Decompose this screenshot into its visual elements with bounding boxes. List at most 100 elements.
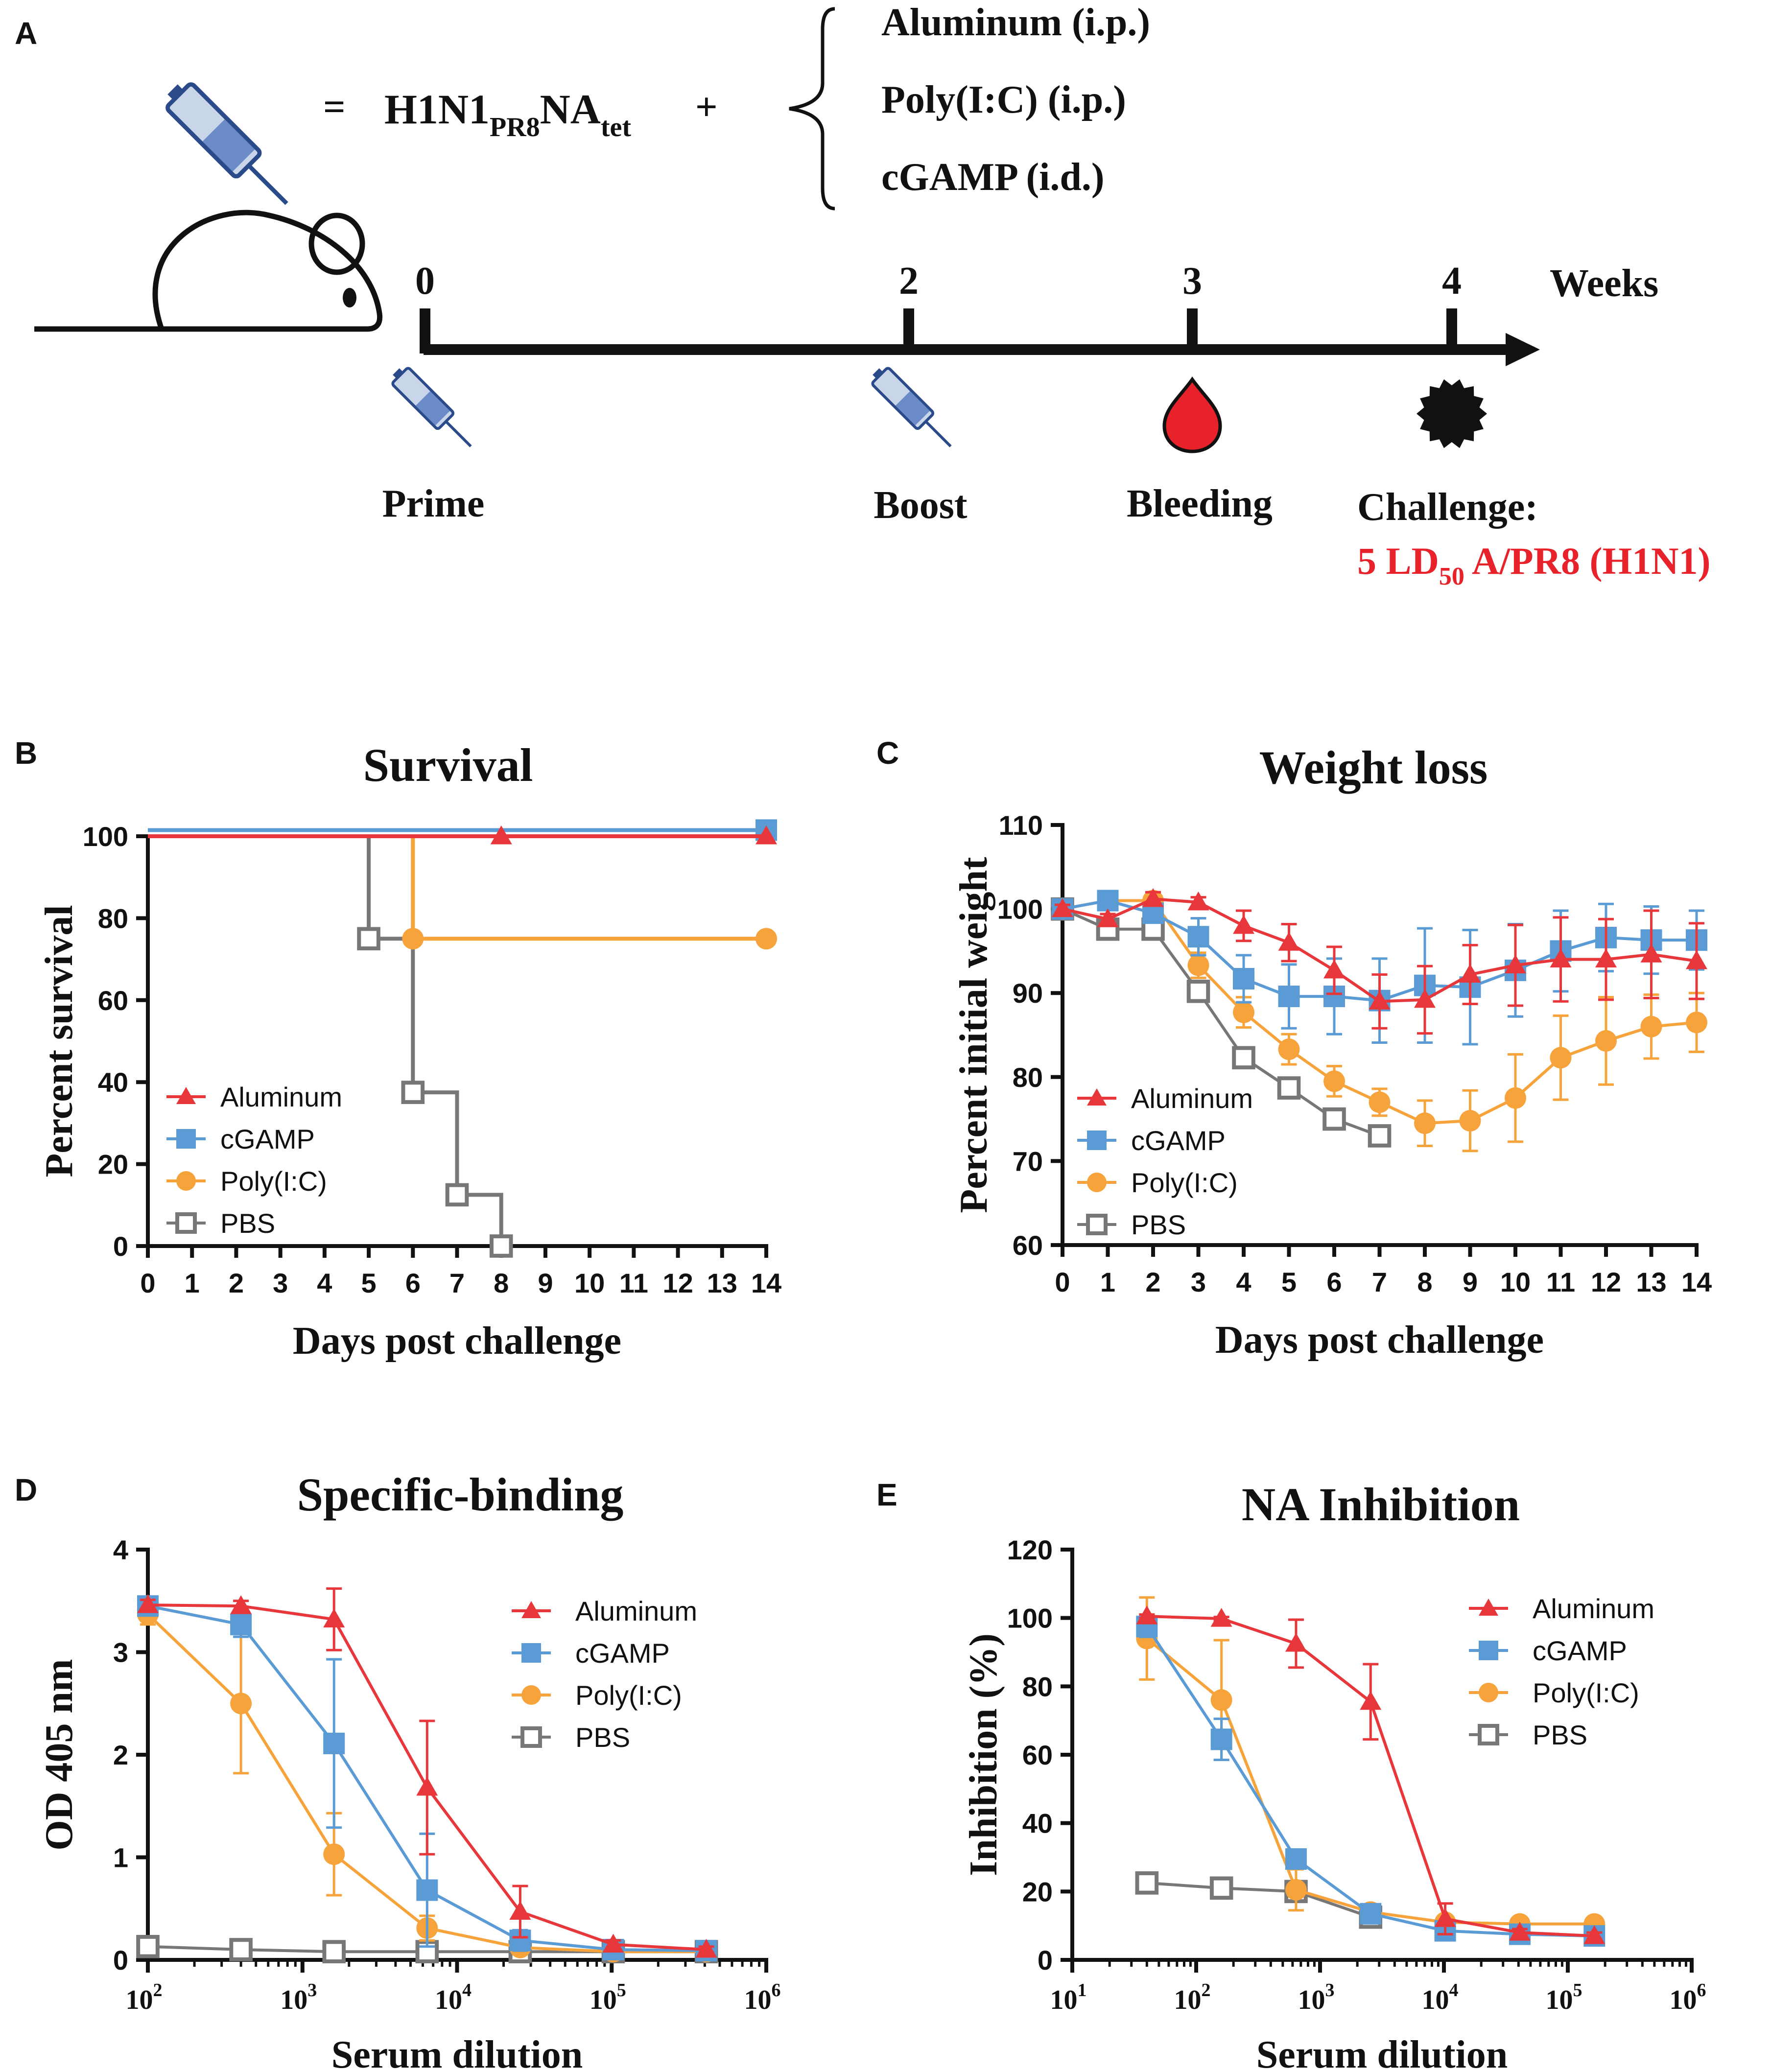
data-point <box>1285 1848 1307 1870</box>
panel-letter-e: E <box>876 1477 897 1512</box>
x-axis-label: Serum dilution <box>331 2033 583 2072</box>
data-point <box>1186 979 1210 1003</box>
series-aluminum <box>137 1587 717 1958</box>
data-point <box>1097 890 1119 912</box>
legend-marker <box>1087 1173 1107 1192</box>
data-point <box>402 928 424 950</box>
x-tick-label: 103 <box>1298 1980 1335 2015</box>
syringe-icon <box>166 83 287 204</box>
x-tick-label: 11 <box>1546 1267 1575 1297</box>
tick-base: 10 <box>126 1985 153 2015</box>
data-point <box>1278 986 1300 1008</box>
legend-marker <box>1087 1130 1107 1150</box>
data-point <box>1640 1015 1662 1037</box>
legend-label: Poly(I:C) <box>1131 1167 1238 1198</box>
legend-label: Poly(I:C) <box>575 1680 682 1711</box>
blood-drop-icon <box>1162 376 1222 453</box>
challenge-colon: : <box>1525 486 1538 529</box>
x-tick-label: 9 <box>538 1268 553 1298</box>
data-point <box>1097 908 1119 927</box>
equals-sign: = <box>323 86 346 129</box>
y-tick-label: 120 <box>1007 1534 1053 1565</box>
tick-exponent: 4 <box>1449 1980 1459 2001</box>
x-tick-label: 12 <box>1591 1267 1621 1297</box>
tick-exponent: 4 <box>462 1980 472 2001</box>
y-tick-label: 0 <box>113 1945 128 1976</box>
legend-marker <box>521 1685 541 1705</box>
data-point <box>1686 950 1707 969</box>
data-point <box>322 1940 346 1964</box>
chart-title: Survival <box>363 739 533 791</box>
x-tick-label: 5 <box>361 1268 376 1298</box>
data-point <box>230 1595 252 1614</box>
plus-sign: + <box>695 86 718 129</box>
panel-letter-c: C <box>876 735 899 771</box>
data-point <box>1277 1076 1301 1100</box>
legend-item: cGAMP <box>1469 1635 1627 1666</box>
data-point <box>1583 1925 1606 1944</box>
week-label-4: 4 <box>1442 259 1462 303</box>
tick-base: 10 <box>1422 1985 1449 2015</box>
panel-letter-b: B <box>15 735 37 771</box>
x-tick-label: 1 <box>185 1268 200 1298</box>
y-tick-label: 60 <box>98 985 128 1016</box>
tick-base: 10 <box>435 1985 462 2015</box>
data-point <box>1135 1871 1159 1895</box>
legend-marker <box>176 1129 196 1149</box>
y-tick-label: 70 <box>1013 1146 1043 1177</box>
timeline-arrowhead <box>1506 333 1540 366</box>
legend-item: Poly(I:C) <box>1077 1167 1238 1198</box>
legend-item: Aluminum <box>1077 1083 1253 1114</box>
x-tick-label: 13 <box>1636 1267 1666 1297</box>
legend-label: cGAMP <box>1533 1635 1627 1666</box>
y-tick-label: 40 <box>98 1067 128 1098</box>
x-tick-label: 14 <box>751 1268 781 1298</box>
data-point <box>1360 1691 1382 1710</box>
series-aluminum <box>1136 1605 1606 1944</box>
formula-sub-pr8: PR8 <box>490 112 540 142</box>
data-point <box>357 927 380 951</box>
x-tick-label: 101 <box>1050 1980 1087 2015</box>
week-label-3: 3 <box>1182 259 1202 303</box>
legend-marker <box>1479 1641 1498 1660</box>
legend: Aluminum cGAMP Poly(I:C) PBS <box>1077 1083 1253 1240</box>
weeks-label: Weeks <box>1550 262 1658 305</box>
legend-marker <box>176 1171 196 1191</box>
legend-item: Aluminum <box>1469 1593 1654 1624</box>
y-tick-label: 80 <box>98 903 128 934</box>
adjuvant-cgamp: cGAMP (i.d.) <box>881 156 1104 199</box>
legend-marker <box>1479 1599 1498 1616</box>
legend-label: Poly(I:C) <box>220 1166 327 1197</box>
legend-item: cGAMP <box>512 1638 670 1669</box>
tick-base: 10 <box>1670 1985 1697 2015</box>
legend-label: Poly(I:C) <box>1533 1677 1639 1708</box>
data-point <box>230 1613 252 1635</box>
x-tick-label: 8 <box>1417 1267 1432 1297</box>
data-point <box>1052 898 1073 918</box>
y-axis-label: OD 405 nm <box>38 1659 81 1850</box>
legend-label: Aluminum <box>575 1596 697 1626</box>
x-tick-label: 102 <box>1174 1980 1211 2015</box>
data-point <box>1187 954 1209 976</box>
data-point <box>1285 1879 1307 1901</box>
data-point <box>1505 1087 1526 1109</box>
data-point <box>137 1594 159 1613</box>
y-tick-label: 100 <box>1007 1603 1053 1634</box>
data-point <box>756 928 777 950</box>
x-tick-label: 13 <box>707 1268 737 1298</box>
data-point <box>1232 1046 1255 1070</box>
data-point <box>602 1933 624 1953</box>
week-label-0: 0 <box>415 259 435 303</box>
tick-exponent: 3 <box>307 1980 317 2001</box>
x-tick-label: 14 <box>1681 1267 1712 1297</box>
y-tick-label: 60 <box>1013 1230 1043 1261</box>
tick-exponent: 3 <box>1325 1980 1335 2001</box>
chart-title: Specific-binding <box>297 1468 624 1521</box>
data-point <box>416 1879 438 1901</box>
data-point <box>136 1934 160 1958</box>
